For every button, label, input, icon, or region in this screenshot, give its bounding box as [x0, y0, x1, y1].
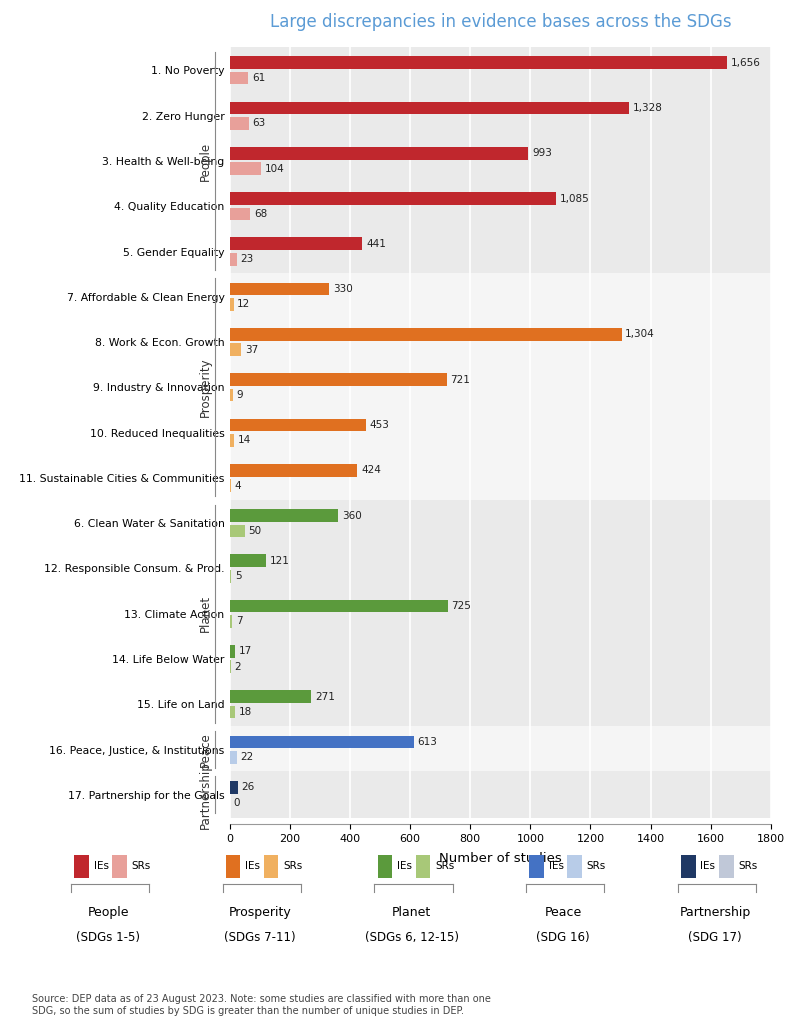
Bar [230, 781, 238, 794]
Bar [230, 208, 250, 220]
Text: 453: 453 [370, 420, 390, 430]
Text: SRs: SRs [283, 861, 303, 871]
Text: 104: 104 [265, 164, 285, 174]
Text: 26: 26 [241, 782, 255, 793]
Text: (SDGs 6, 12-15): (SDGs 6, 12-15) [365, 931, 458, 944]
Text: 2: 2 [234, 662, 240, 672]
Text: IEs: IEs [245, 861, 261, 871]
Text: 993: 993 [532, 148, 552, 159]
Text: 360: 360 [341, 511, 362, 520]
Text: 68: 68 [254, 209, 267, 219]
Text: 613: 613 [418, 737, 437, 746]
Bar [230, 101, 629, 115]
Text: 721: 721 [450, 375, 470, 385]
Text: Prosperity: Prosperity [199, 357, 211, 417]
Text: 1,304: 1,304 [625, 330, 655, 339]
Text: 1,328: 1,328 [633, 103, 663, 113]
Text: 61: 61 [252, 73, 266, 83]
Text: (SDG 17): (SDG 17) [688, 931, 742, 944]
Text: Partnership: Partnership [199, 761, 211, 828]
Text: IEs: IEs [700, 861, 716, 871]
Bar [230, 56, 727, 69]
Text: SRs: SRs [738, 861, 758, 871]
Bar [230, 726, 771, 773]
Text: 23: 23 [240, 254, 253, 264]
Bar [230, 389, 232, 401]
Bar [230, 600, 448, 612]
Text: 1,656: 1,656 [731, 57, 761, 68]
Bar [230, 751, 236, 764]
Text: Prosperity: Prosperity [228, 906, 291, 920]
Bar [230, 273, 771, 502]
Text: 12: 12 [237, 299, 250, 309]
Text: 725: 725 [451, 601, 471, 611]
Text: 14: 14 [238, 435, 251, 445]
Bar [230, 343, 241, 356]
Bar [230, 47, 771, 275]
Text: 1,085: 1,085 [559, 194, 589, 204]
Text: 7: 7 [236, 616, 242, 627]
Text: Partnership: Partnership [679, 906, 751, 920]
Bar [230, 374, 446, 386]
Text: People: People [199, 141, 211, 180]
Bar [230, 193, 556, 205]
Bar [230, 328, 621, 341]
Bar [230, 500, 771, 728]
Bar [230, 524, 245, 538]
Bar [230, 419, 366, 431]
Text: 441: 441 [366, 239, 386, 249]
Bar [230, 690, 312, 702]
Text: IEs: IEs [397, 861, 412, 871]
Text: 63: 63 [253, 119, 266, 128]
Bar [230, 554, 266, 567]
Text: 22: 22 [240, 753, 253, 762]
Text: 9: 9 [236, 390, 243, 400]
Text: IEs: IEs [549, 861, 564, 871]
Text: People: People [87, 906, 129, 920]
Bar [230, 283, 329, 296]
Bar [230, 509, 338, 522]
Title: Large discrepancies in evidence bases across the SDGs: Large discrepancies in evidence bases ac… [270, 13, 731, 31]
Text: IEs: IEs [94, 861, 109, 871]
Text: 330: 330 [332, 284, 353, 294]
Text: (SDGs 1-5): (SDGs 1-5) [76, 931, 140, 944]
Bar [230, 253, 237, 265]
Bar [230, 434, 234, 446]
Bar [230, 163, 261, 175]
Text: 271: 271 [315, 691, 335, 701]
Text: 4: 4 [235, 480, 241, 490]
Bar [230, 298, 233, 311]
Text: (SDGs 7-11): (SDGs 7-11) [224, 931, 295, 944]
Text: 17: 17 [239, 646, 252, 656]
Text: Peace: Peace [199, 732, 211, 767]
Bar [230, 771, 771, 818]
Bar [230, 615, 232, 628]
Text: 424: 424 [361, 465, 381, 475]
Text: Source: DEP data as of 23 August 2023. Note: some studies are classified with mo: Source: DEP data as of 23 August 2023. N… [32, 994, 491, 1016]
Bar [230, 72, 249, 84]
Text: SRs: SRs [435, 861, 454, 871]
Text: 37: 37 [245, 345, 258, 354]
Bar [230, 645, 235, 657]
Bar [230, 735, 414, 749]
Text: 121: 121 [270, 556, 290, 566]
Text: 18: 18 [239, 707, 253, 717]
Bar [230, 479, 231, 492]
Bar [230, 706, 236, 719]
Bar [230, 117, 249, 130]
Bar [230, 238, 362, 250]
Text: Planet: Planet [392, 906, 431, 920]
Bar [230, 569, 232, 583]
Text: 50: 50 [249, 526, 261, 536]
X-axis label: Number of studies: Number of studies [439, 852, 562, 865]
Text: SRs: SRs [587, 861, 606, 871]
Text: SRs: SRs [132, 861, 151, 871]
Bar [230, 464, 358, 476]
Text: (SDG 16): (SDG 16) [537, 931, 590, 944]
Text: Peace: Peace [545, 906, 582, 920]
Text: 0: 0 [233, 798, 240, 808]
Text: Planet: Planet [199, 595, 211, 633]
Text: 5: 5 [235, 571, 242, 582]
Bar [230, 146, 529, 160]
